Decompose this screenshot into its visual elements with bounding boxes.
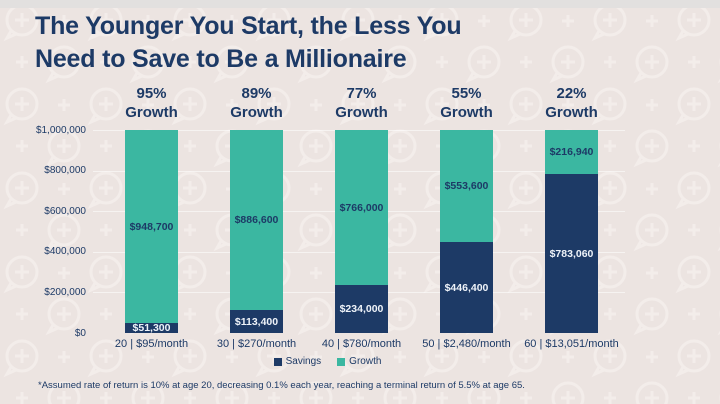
growth-header: 89% Growth [202, 84, 312, 122]
stacked-bar: $553,600 $446,400 [440, 130, 493, 333]
x-axis-label: 40 | $780/month [321, 338, 402, 350]
footnote: *Assumed rate of return is 10% at age 20… [38, 380, 525, 391]
x-axis-label: 60 | $13,051/month [524, 338, 619, 350]
growth-value-label: $216,940 [549, 146, 594, 158]
legend-label: Savings [285, 356, 322, 367]
growth-percent-label: 55% [451, 85, 482, 102]
growth-segment: $766,000 [335, 130, 388, 285]
y-axis-tick-label: $800,000 [44, 165, 86, 177]
growth-header-word: Growth [440, 104, 493, 121]
stacked-bar: $886,600 $113,400 [230, 130, 283, 333]
x-axis-label: 30 | $270/month [216, 338, 297, 350]
savings-value-label: $234,000 [339, 303, 384, 315]
growth-header-word: Growth [545, 104, 598, 121]
growth-percent-label: 89% [241, 85, 272, 102]
growth-value-label: $948,700 [129, 220, 174, 233]
legend-item-savings: Savings [273, 356, 322, 367]
growth-value-label: $886,600 [234, 214, 279, 226]
growth-header: 95% Growth [97, 84, 207, 122]
x-axis-label: 20 | $95/month [114, 338, 189, 350]
y-axis-tick-label: $400,000 [44, 246, 86, 258]
legend: Savings Growth [60, 356, 595, 367]
savings-segment: $783,060 [545, 174, 598, 333]
growth-value-label: $766,000 [339, 201, 384, 214]
growth-header-word: Growth [125, 104, 178, 121]
growth-header: 55% Growth [412, 84, 522, 122]
chart-title-line-2: Need to Save to Be a Millionaire [35, 45, 407, 73]
savings-segment: $234,000 [335, 285, 388, 333]
growth-percent-label: 77% [346, 85, 377, 102]
y-axis-tick-label: $600,000 [44, 205, 86, 217]
y-axis-tick-label: $200,000 [44, 286, 86, 298]
growth-value-label: $553,600 [444, 180, 489, 192]
growth-header: 77% Growth [307, 84, 417, 122]
growth-percent-label: 95% [136, 85, 167, 102]
savings-segment: $446,400 [440, 242, 493, 333]
savings-segment: $113,400 [230, 310, 283, 333]
growth-percent-label: 22% [556, 85, 587, 102]
legend-swatch-growth [337, 357, 346, 366]
savings-segment: $51,300 [125, 322, 178, 334]
growth-segment: $948,700 [125, 130, 178, 323]
y-axis-tick-label: $1,000,000 [35, 124, 86, 136]
stacked-bar: $948,700 $51,300 [125, 130, 178, 334]
growth-segment: $216,940 [545, 130, 598, 174]
stacked-bar: $766,000 $234,000 [335, 130, 388, 333]
growth-segment: $886,600 [230, 130, 283, 310]
chart-title: The Younger You Start, the Less You Need… [35, 10, 462, 76]
growth-header-word: Growth [230, 104, 283, 121]
stacked-bar: $216,940 $783,060 [545, 130, 598, 333]
growth-header-word: Growth [335, 104, 388, 121]
growth-segment: $553,600 [440, 130, 493, 242]
savings-value-label: $783,060 [549, 247, 594, 260]
savings-value-label: $113,400 [234, 315, 279, 328]
legend-swatch-savings [273, 357, 282, 366]
growth-header: 22% Growth [517, 84, 627, 122]
legend-item-growth: Growth [337, 356, 381, 367]
y-axis-tick-label: $0 [74, 327, 86, 339]
x-axis-label: 50 | $2,480/month [422, 338, 511, 350]
chart-title-line-1: The Younger You Start, the Less You [35, 12, 462, 40]
savings-value-label: $51,300 [132, 322, 171, 334]
savings-value-label: $446,400 [444, 281, 489, 294]
top-strip [0, 0, 720, 8]
legend-label: Growth [349, 356, 382, 367]
